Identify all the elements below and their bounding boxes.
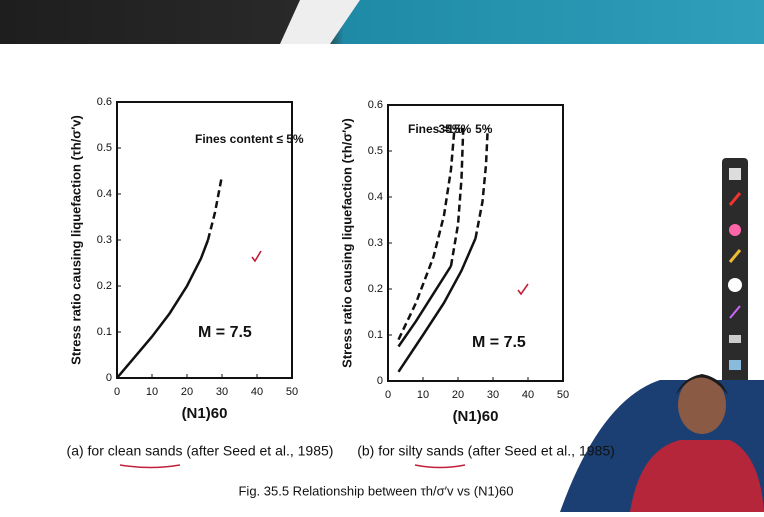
series-label: 5% bbox=[475, 122, 493, 136]
x-tick-label: 0 bbox=[114, 386, 120, 398]
x-tick-label: 40 bbox=[522, 389, 534, 401]
y-tick-label: 0.4 bbox=[97, 188, 112, 200]
y-axis-label: Stress ratio causing liquefaction (τh/σ′… bbox=[68, 115, 83, 365]
y-tick-label: 0.6 bbox=[97, 96, 112, 108]
underline bbox=[120, 465, 180, 468]
y-tick-label: 0.3 bbox=[97, 234, 112, 246]
x-tick-label: 10 bbox=[417, 389, 429, 401]
curve bbox=[208, 176, 222, 240]
curve bbox=[117, 240, 208, 378]
x-tick-label: 30 bbox=[216, 386, 228, 398]
check-mark bbox=[252, 251, 261, 261]
caption-b: (b) for silty sands (after Seed et al., … bbox=[357, 443, 615, 459]
curve bbox=[399, 238, 476, 371]
y-tick-label: 0 bbox=[106, 372, 112, 384]
curve bbox=[476, 128, 488, 238]
y-axis-label: Stress ratio causing liquefaction (τh/σ′… bbox=[339, 118, 354, 368]
x-tick-label: 20 bbox=[452, 389, 464, 401]
underline bbox=[415, 465, 465, 468]
check-mark bbox=[518, 284, 528, 294]
y-tick-label: 0.6 bbox=[368, 99, 383, 111]
annotation: M = 7.5 bbox=[198, 324, 252, 341]
x-tick-label: 50 bbox=[286, 386, 298, 398]
caption-a: (a) for clean sands (after Seed et al., … bbox=[67, 443, 334, 459]
series-label: 15% bbox=[447, 122, 471, 136]
slide: (a) for clean sands (after Seed et al., … bbox=[0, 0, 764, 512]
y-tick-label: 0 bbox=[377, 375, 383, 387]
x-axis-label: (N1)60 bbox=[182, 405, 228, 422]
y-tick-label: 0.4 bbox=[368, 191, 383, 203]
y-tick-label: 0.2 bbox=[97, 280, 112, 292]
x-tick-label: 20 bbox=[181, 386, 193, 398]
x-tick-label: 50 bbox=[557, 389, 569, 401]
y-tick-label: 0.5 bbox=[368, 145, 383, 157]
x-tick-label: 30 bbox=[487, 389, 499, 401]
x-axis-label: (N1)60 bbox=[453, 408, 499, 425]
y-tick-label: 0.5 bbox=[97, 142, 112, 154]
annotation: Fines content ≤ 5% bbox=[195, 132, 304, 146]
y-tick-label: 0.1 bbox=[97, 326, 112, 338]
x-tick-label: 10 bbox=[146, 386, 158, 398]
annotation: Fines = bbox=[408, 122, 450, 136]
figure-caption: Fig. 35.5 Relationship between τh/σ′v vs… bbox=[238, 483, 513, 498]
x-tick-label: 0 bbox=[385, 389, 391, 401]
y-tick-label: 0.3 bbox=[368, 237, 383, 249]
curve bbox=[399, 128, 455, 340]
annotation: M = 7.5 bbox=[472, 334, 526, 351]
annotation-toolbar[interactable] bbox=[722, 158, 748, 408]
x-tick-label: 40 bbox=[251, 386, 263, 398]
header-band bbox=[0, 0, 764, 44]
y-tick-label: 0.1 bbox=[368, 329, 383, 341]
y-tick-label: 0.2 bbox=[368, 283, 383, 295]
